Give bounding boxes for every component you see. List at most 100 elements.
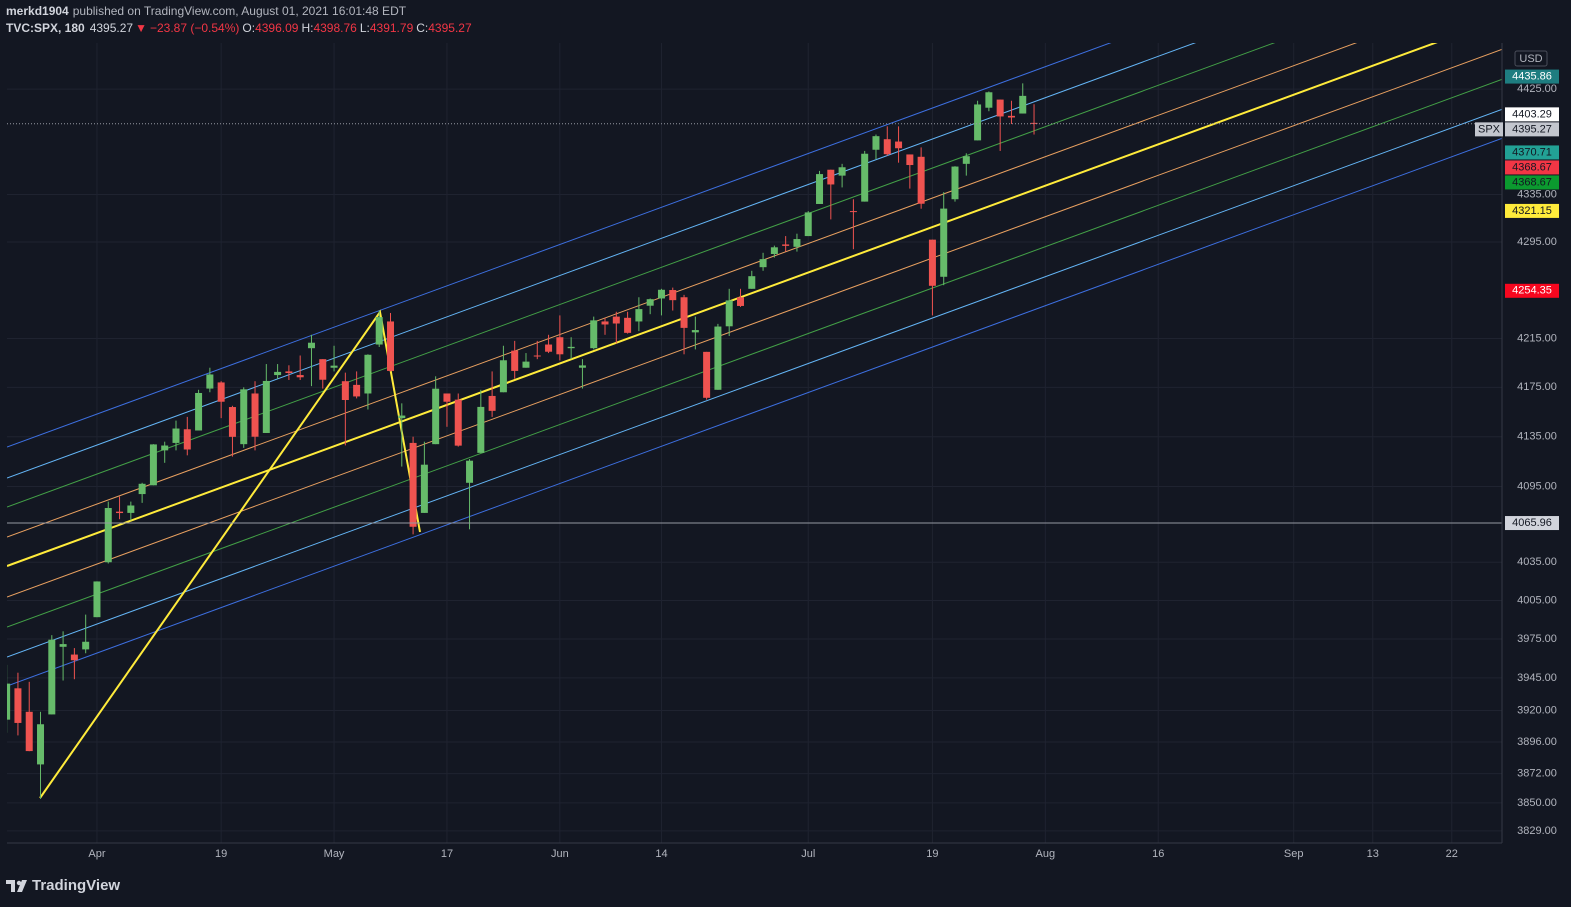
- x-tick-label: Jun: [551, 848, 569, 860]
- candle-body: [782, 244, 790, 246]
- x-tick-label: 22: [1446, 848, 1458, 860]
- candle-body: [646, 299, 654, 306]
- candle-body: [217, 382, 225, 402]
- candle-body: [838, 167, 846, 176]
- candle-body: [1030, 122, 1038, 124]
- price-badge-label: 4370.71: [1512, 146, 1552, 158]
- price-badge-label: 4321.15: [1512, 205, 1552, 217]
- candle-body: [443, 393, 451, 402]
- candle-body: [578, 365, 586, 368]
- price-badge-label: 4254.35: [1512, 285, 1552, 297]
- y-tick-label: 3945.00: [1517, 672, 1557, 684]
- candle-body: [906, 154, 914, 166]
- price-badge: [1505, 122, 1559, 137]
- candle-body: [657, 289, 665, 299]
- symbol-badge-label: SPX: [1478, 123, 1501, 135]
- candle-body: [37, 724, 45, 765]
- price-badge-label: 4435.86: [1512, 70, 1552, 82]
- change: −23.87 (−0.54%): [150, 21, 239, 35]
- candle-body: [736, 297, 744, 306]
- candle-body: [432, 388, 440, 445]
- candle-body: [319, 359, 327, 380]
- logo: TradingView: [6, 877, 120, 894]
- last-price: 4395.27: [90, 21, 134, 35]
- logo-icon: [6, 880, 27, 892]
- x-tick-label: 19: [215, 848, 227, 860]
- candle-body: [669, 290, 677, 301]
- pitchfork-line: [7, 48, 1502, 598]
- candle-body: [533, 355, 541, 357]
- candle-body: [116, 511, 124, 514]
- y-tick-label: 3896.00: [1517, 736, 1557, 748]
- candle-body: [420, 464, 428, 513]
- candle-body: [285, 371, 293, 373]
- candle-body: [25, 711, 33, 752]
- y-tick-label: 3975.00: [1517, 633, 1557, 645]
- candle-body: [138, 483, 146, 495]
- y-tick-label: 4335.00: [1517, 188, 1557, 200]
- close-value: 4395.27: [428, 21, 472, 35]
- candle-body: [104, 508, 112, 563]
- candle-body: [14, 688, 22, 723]
- candle-body: [477, 406, 485, 453]
- candle-body: [488, 395, 496, 411]
- candle-body: [872, 136, 880, 150]
- pitchfork-line: [7, 108, 1502, 658]
- y-tick-label: 4135.00: [1517, 431, 1557, 443]
- candle-body: [612, 316, 620, 324]
- price-badge: [1505, 107, 1559, 122]
- candle-body: [7, 683, 11, 720]
- candle-body: [341, 381, 349, 401]
- candle-body: [996, 99, 1004, 117]
- price-badge: [1505, 283, 1559, 298]
- y-tick-label: 3850.00: [1517, 797, 1557, 809]
- low-value: 4391.79: [370, 21, 414, 35]
- y-tick-label: 3872.00: [1517, 768, 1557, 780]
- price-badge-label: 4403.29: [1512, 108, 1552, 120]
- pitchfork-handle: [39, 309, 421, 799]
- candle-body: [1019, 95, 1027, 114]
- logo-dot: [16, 880, 22, 886]
- x-tick-label: 13: [1367, 848, 1379, 860]
- pitchfork-line: [7, 137, 1502, 687]
- symbol-line: TVC:SPX, 180 4395.27 ▼ −23.87 (−0.54%) O:439…: [6, 21, 472, 35]
- high-value: 4398.76: [313, 21, 357, 35]
- x-tick-label: 17: [441, 848, 453, 860]
- candle-body: [940, 208, 948, 277]
- candle-body: [93, 581, 101, 618]
- y-tick-label: 4005.00: [1517, 594, 1557, 606]
- candle-body: [454, 399, 462, 446]
- pitchfork-line: [7, 43, 1358, 538]
- candle-body: [590, 320, 598, 349]
- author: merkd1904: [6, 4, 69, 18]
- candle-body: [511, 350, 519, 371]
- y-tick-label: 4095.00: [1517, 480, 1557, 492]
- candle-body: [861, 153, 869, 202]
- brand: TradingView: [32, 877, 120, 894]
- candle-body: [545, 344, 553, 352]
- y-tick-label: 4035.00: [1517, 556, 1557, 568]
- candle-body: [240, 389, 248, 445]
- candle-body: [703, 351, 711, 398]
- pitchfork-line: [7, 43, 1197, 479]
- candle-body: [499, 360, 507, 393]
- candle-body: [680, 297, 688, 328]
- candle-body: [827, 169, 835, 185]
- price-badge: [1505, 145, 1559, 160]
- x-tick-label: 19: [926, 848, 938, 860]
- price-badge: [1505, 160, 1559, 175]
- candle-body: [601, 321, 609, 325]
- candle-body: [917, 156, 925, 204]
- y-tick-label: 3920.00: [1517, 704, 1557, 716]
- price-badge: [1505, 69, 1559, 84]
- symbol: TVC:SPX, 180: [6, 21, 85, 35]
- candle-body: [691, 330, 699, 333]
- y-tick-label: 3829.00: [1517, 825, 1557, 837]
- candle-body: [895, 141, 903, 149]
- candle-body: [804, 212, 812, 237]
- currency: USD: [1519, 53, 1542, 65]
- x-tick-label: Apr: [88, 848, 105, 860]
